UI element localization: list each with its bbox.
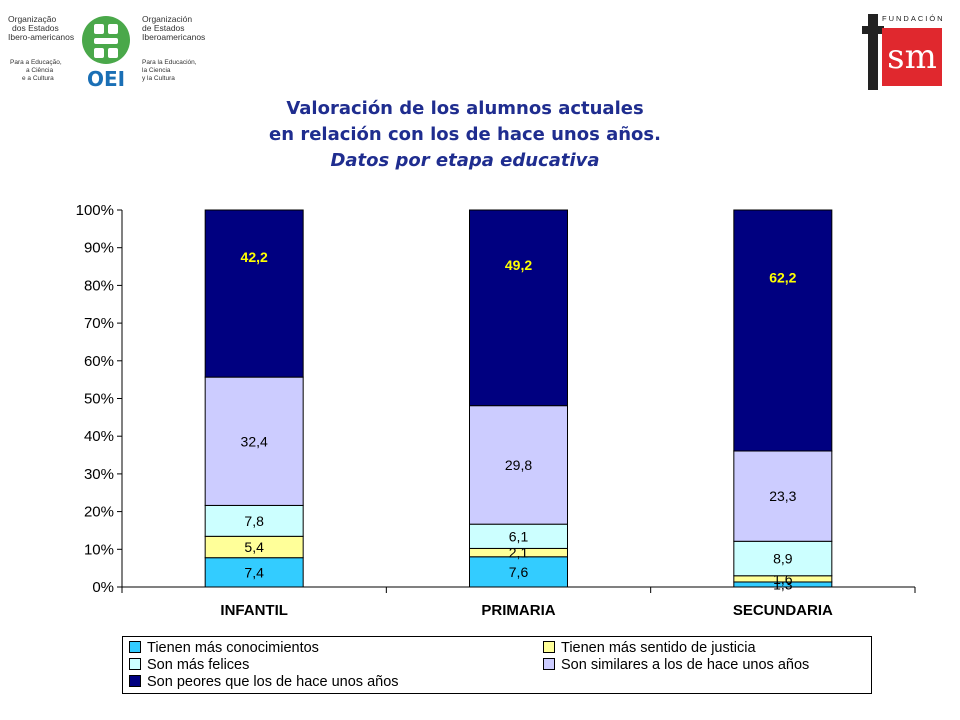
data-label: 29,8 <box>505 457 532 473</box>
y-tick-label: 70% <box>84 315 114 332</box>
x-tick-label: SECUNDARIA <box>733 602 833 619</box>
bar-segment <box>469 556 568 588</box>
oei-left-line: Para a Educação, <box>10 59 62 66</box>
legend-item: Tienen más sentido de justicia <box>543 639 756 657</box>
legend-swatch <box>129 658 141 671</box>
oei-right-line: la Ciencia <box>142 67 171 74</box>
legend-item: Son similares a los de hace unos años <box>543 656 809 674</box>
data-label: 5,4 <box>244 539 264 555</box>
bar-segment <box>469 523 568 549</box>
legend-swatch <box>543 658 555 671</box>
data-label: 23,3 <box>769 488 796 504</box>
y-tick-label: 0% <box>92 579 114 596</box>
fsm-logo: FUNDACIÓN sm <box>862 14 945 90</box>
bar-segment <box>204 504 304 537</box>
legend-item: Son más felices <box>129 656 249 674</box>
oei-left-line: e a Cultura <box>22 75 54 82</box>
oei-left-line: Ibero-americanos <box>8 32 74 42</box>
oei-left-line: Organização <box>8 14 56 24</box>
legend-item: Son peores que los de hace unos años <box>129 673 399 691</box>
chart-legend: Tienen más conocimientos Tienen más sent… <box>122 636 872 694</box>
bar-segment <box>469 209 568 407</box>
legend-swatch <box>543 641 555 654</box>
chart-subtitle: Datos por etapa educativa <box>330 150 600 171</box>
legend-label: Son similares a los de hace unos años <box>561 657 810 673</box>
data-label: 6,1 <box>509 528 529 544</box>
legend-label: Son más felices <box>147 657 250 673</box>
oei-emblem-icon <box>82 16 130 64</box>
data-label: 7,8 <box>244 513 264 529</box>
data-label: 62,2 <box>769 269 796 285</box>
chart-title-line2: en relación con los de hace unos años. <box>269 124 661 145</box>
oei-left-line: a Ciência <box>26 67 53 74</box>
oei-right-line: Para la Educación, <box>142 59 197 66</box>
y-tick-label: 20% <box>84 504 114 521</box>
y-tick-label: 100% <box>76 202 114 219</box>
oei-right-line: y la Cultura <box>142 75 175 82</box>
legend-swatch <box>129 641 141 654</box>
data-label: 7,4 <box>244 564 264 580</box>
x-tick-label: INFANTIL <box>220 602 288 619</box>
x-tick-label: PRIMARIA <box>481 602 555 619</box>
y-tick-label: 50% <box>84 391 114 408</box>
bar-segment <box>204 209 304 378</box>
data-label: 42,2 <box>241 249 268 265</box>
fsm-foundation-label: FUNDACIÓN <box>882 14 945 23</box>
bar-segment <box>469 405 568 525</box>
legend-label: Tienen más sentido de justicia <box>561 640 756 656</box>
legend-swatch <box>129 675 141 688</box>
bar-segment <box>204 557 304 588</box>
legend-item: Tienen más conocimientos <box>129 639 319 657</box>
oei-right-line: Organización <box>142 14 192 24</box>
legend-label: Son peores que los de hace unos años <box>147 674 399 690</box>
oei-right-line: Iberoamericanos <box>142 32 205 42</box>
y-tick-label: 90% <box>84 240 114 257</box>
oei-logo: Organização dos Estados Ibero-americanos… <box>8 14 205 90</box>
data-label: 7,6 <box>509 564 529 580</box>
oei-right-line: de Estados <box>142 23 185 33</box>
data-label: 8,9 <box>773 551 793 567</box>
fsm-wordmark: sm <box>887 37 937 77</box>
y-tick-label: 10% <box>84 541 114 558</box>
y-tick-label: 80% <box>84 277 114 294</box>
bar-segment <box>733 209 833 452</box>
y-tick-label: 40% <box>84 428 114 445</box>
chart-title-line1: Valoración de los alumnos actuales <box>286 98 644 119</box>
y-tick-label: 60% <box>84 353 114 370</box>
legend-label: Tienen más conocimientos <box>147 640 319 656</box>
y-tick-label: 30% <box>84 466 114 483</box>
oei-wordmark: OEI <box>87 67 125 90</box>
data-label: 49,2 <box>505 257 532 273</box>
data-label: 32,4 <box>241 433 268 449</box>
oei-left-line: dos Estados <box>12 23 59 33</box>
